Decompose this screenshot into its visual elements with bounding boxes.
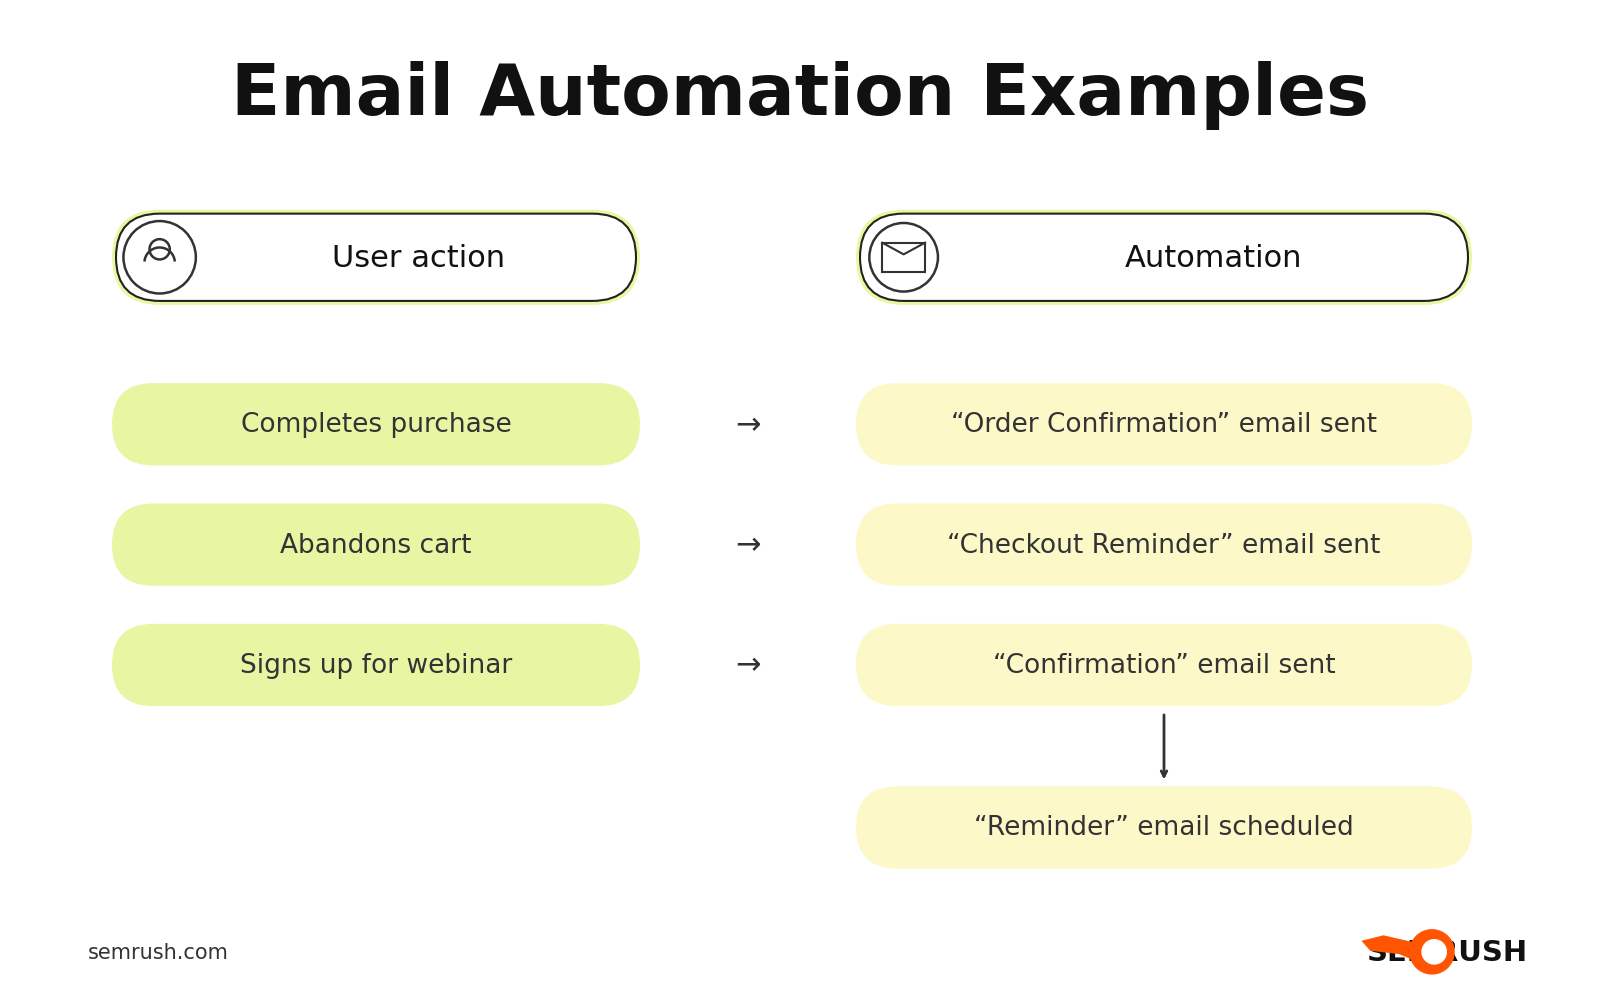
- Circle shape: [1422, 940, 1446, 964]
- FancyBboxPatch shape: [856, 624, 1472, 706]
- FancyBboxPatch shape: [856, 384, 1472, 466]
- Text: →: →: [736, 651, 760, 679]
- Circle shape: [1410, 930, 1454, 974]
- Text: “Confirmation” email sent: “Confirmation” email sent: [992, 652, 1336, 678]
- Text: →: →: [736, 531, 760, 559]
- Text: “Reminder” email scheduled: “Reminder” email scheduled: [974, 815, 1354, 841]
- Polygon shape: [1362, 936, 1413, 960]
- FancyBboxPatch shape: [856, 210, 1472, 306]
- FancyBboxPatch shape: [112, 210, 640, 306]
- Text: Email Automation Examples: Email Automation Examples: [230, 61, 1370, 129]
- FancyBboxPatch shape: [117, 214, 637, 302]
- Text: “Checkout Reminder” email sent: “Checkout Reminder” email sent: [947, 532, 1381, 558]
- Text: Automation: Automation: [1125, 243, 1302, 273]
- FancyBboxPatch shape: [856, 787, 1472, 869]
- FancyBboxPatch shape: [112, 504, 640, 586]
- FancyBboxPatch shape: [112, 384, 640, 466]
- FancyBboxPatch shape: [856, 504, 1472, 586]
- Text: “Order Confirmation” email sent: “Order Confirmation” email sent: [950, 412, 1378, 438]
- Text: →: →: [736, 411, 760, 439]
- Text: Signs up for webinar: Signs up for webinar: [240, 652, 512, 678]
- FancyBboxPatch shape: [112, 624, 640, 706]
- Text: Completes purchase: Completes purchase: [240, 412, 512, 438]
- FancyBboxPatch shape: [861, 214, 1469, 302]
- Text: semrush.com: semrush.com: [88, 942, 229, 962]
- Text: Abandons cart: Abandons cart: [280, 532, 472, 558]
- Text: User action: User action: [331, 243, 506, 273]
- Text: SEMRUSH: SEMRUSH: [1366, 938, 1528, 966]
